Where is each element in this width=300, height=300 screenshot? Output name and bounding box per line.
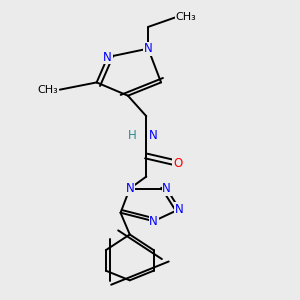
Text: N: N <box>125 182 134 195</box>
Text: N: N <box>103 51 112 64</box>
Text: N: N <box>144 42 152 55</box>
Text: N: N <box>175 202 184 216</box>
Text: N: N <box>149 129 158 142</box>
Text: N: N <box>162 182 171 195</box>
Text: N: N <box>149 215 158 228</box>
Text: H: H <box>128 128 137 142</box>
Text: CH₃: CH₃ <box>37 85 58 95</box>
Text: O: O <box>173 157 182 170</box>
Text: CH₃: CH₃ <box>176 12 196 22</box>
